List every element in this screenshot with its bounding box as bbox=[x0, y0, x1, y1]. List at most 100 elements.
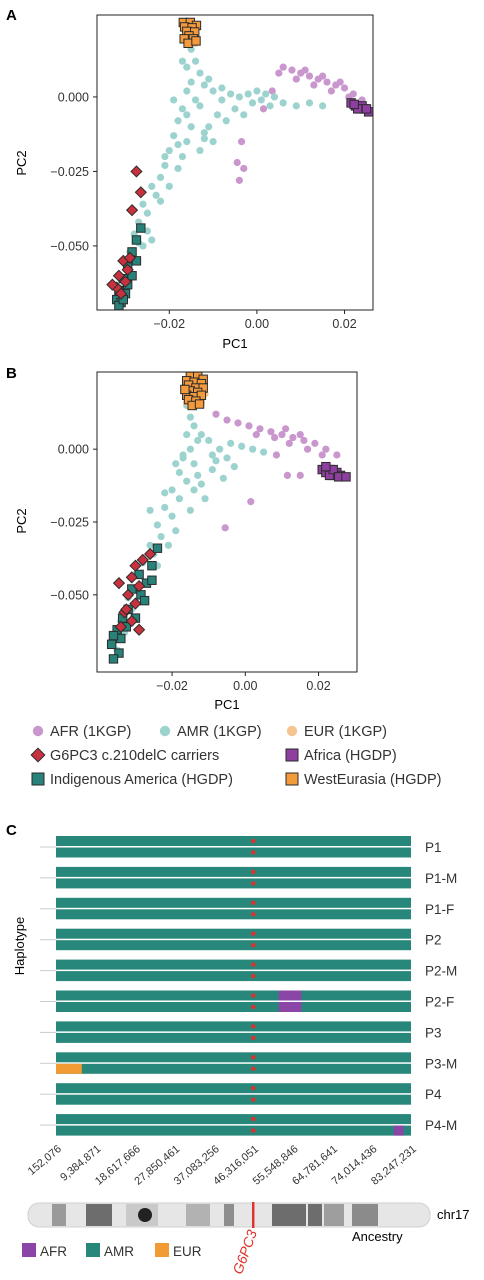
panel-c-label: C bbox=[6, 822, 17, 839]
data-point-amr bbox=[174, 164, 182, 173]
data-point-afr bbox=[212, 410, 220, 418]
data-point-afr bbox=[223, 416, 231, 424]
data-point-amr bbox=[168, 512, 176, 520]
x-axis-label-b: PC1 bbox=[214, 697, 239, 712]
haplotype-label: P3-M bbox=[425, 1056, 457, 1071]
x-tick-label: −0.02 bbox=[153, 317, 185, 331]
haplotype-row: P1 bbox=[40, 836, 442, 858]
chromosome-label: chr17 bbox=[437, 1207, 470, 1222]
variant-dot bbox=[251, 931, 256, 936]
haplotype-row: P2-F bbox=[40, 990, 454, 1012]
ancestry-segment-amr bbox=[56, 1125, 411, 1136]
gene-label: G6PC3 bbox=[229, 1227, 260, 1276]
legend-label: AFR (1KGP) bbox=[50, 724, 131, 740]
chromosome-ideogram bbox=[27, 1202, 431, 1228]
data-point-amr bbox=[292, 102, 300, 110]
ancestry-segment-amr bbox=[56, 928, 411, 939]
data-point-afr bbox=[267, 428, 275, 436]
data-point-amr bbox=[248, 99, 257, 107]
legend-label: Indigenous America (HGDP) bbox=[50, 772, 233, 788]
data-point-amr bbox=[227, 439, 235, 447]
variant-dot bbox=[251, 1024, 256, 1029]
data-point-amr bbox=[183, 431, 191, 439]
chromosome-band bbox=[272, 1204, 306, 1226]
data-point-afr bbox=[322, 445, 330, 453]
haplotype-label: P4 bbox=[425, 1087, 442, 1102]
data-point-indig-hgdp bbox=[147, 560, 157, 571]
data-point-afr bbox=[318, 451, 326, 459]
data-point-amr bbox=[196, 146, 204, 155]
data-point-afr bbox=[235, 176, 243, 184]
data-point-amr bbox=[187, 78, 195, 86]
data-point-west-hgdp bbox=[180, 384, 190, 395]
data-point-amr bbox=[240, 111, 248, 119]
ancestry-segment-amr bbox=[56, 1094, 411, 1105]
data-point-carrier bbox=[134, 186, 147, 199]
x-axis-label-a: PC1 bbox=[222, 336, 247, 351]
legend-label: WestEurasia (HGDP) bbox=[304, 772, 442, 788]
legend-marker-west-hgdp bbox=[285, 772, 299, 786]
y-tick-label: −0.025 bbox=[50, 516, 89, 530]
legend-label: AMR (1KGP) bbox=[177, 724, 262, 740]
variant-dot bbox=[251, 943, 256, 948]
data-point-afr bbox=[256, 425, 264, 433]
chromosome-band bbox=[186, 1204, 210, 1226]
haplotype-row: P1-M bbox=[40, 866, 457, 889]
data-point-afr bbox=[311, 439, 319, 447]
ancestry-segment-amr bbox=[56, 866, 411, 877]
x-tick-label: 0.02 bbox=[306, 679, 330, 693]
data-point-amr bbox=[257, 96, 265, 104]
variant-dot bbox=[251, 881, 256, 886]
haplotype-label: P4-M bbox=[425, 1118, 457, 1133]
data-point-amr bbox=[186, 413, 194, 421]
legend-label: EUR (1KGP) bbox=[304, 724, 387, 740]
data-point-amr bbox=[165, 146, 173, 155]
data-point-amr bbox=[161, 489, 169, 497]
variant-dot bbox=[251, 869, 256, 875]
data-point-afr bbox=[310, 81, 318, 89]
data-point-amr bbox=[222, 117, 230, 125]
variant-dot bbox=[251, 1097, 256, 1102]
ancestry-segment-amr bbox=[56, 897, 411, 908]
chromosome-band bbox=[52, 1204, 66, 1226]
data-point-amr bbox=[249, 445, 257, 453]
data-point-amr bbox=[172, 460, 180, 468]
data-point-amr bbox=[266, 102, 274, 110]
data-point-amr bbox=[194, 471, 202, 479]
chromosome-band bbox=[86, 1204, 112, 1226]
data-point-amr bbox=[196, 69, 204, 77]
data-point-amr bbox=[200, 135, 208, 143]
chromosome-band bbox=[308, 1204, 322, 1226]
ancestry-segment-amr bbox=[56, 990, 411, 1001]
variant-dot bbox=[251, 1055, 256, 1060]
haplotype-label: P3 bbox=[425, 1025, 442, 1040]
data-point-amr bbox=[186, 445, 194, 453]
data-point-amr bbox=[187, 123, 195, 131]
position-tick-label: 152,076 bbox=[26, 1143, 64, 1178]
data-point-indig-hgdp bbox=[108, 654, 119, 664]
data-point-afr bbox=[283, 471, 292, 479]
panel-a-label: A bbox=[6, 7, 17, 24]
data-point-amr bbox=[186, 506, 194, 514]
haplotype-row: P3-M bbox=[40, 1052, 457, 1074]
data-point-carrier bbox=[114, 287, 128, 300]
data-point-afr bbox=[279, 63, 287, 71]
ancestry-segment-amr bbox=[56, 1021, 411, 1032]
data-point-amr bbox=[209, 87, 217, 95]
data-point-amr bbox=[219, 474, 227, 482]
variant-dot bbox=[251, 900, 256, 905]
ancestry-legend: AFR AMR EUR bbox=[22, 1243, 202, 1259]
data-point-amr bbox=[216, 445, 224, 453]
ancestry-segment-amr bbox=[56, 1002, 411, 1012]
ticks-b: −0.02 0.00 0.02 0.000 −0.025 −0.050 bbox=[50, 443, 330, 693]
data-point-afr bbox=[272, 451, 281, 459]
data-point-indig-hgdp bbox=[108, 630, 119, 641]
y-tick-label: −0.050 bbox=[50, 588, 89, 602]
data-point-amr bbox=[170, 96, 178, 104]
variant-dot bbox=[251, 993, 256, 998]
data-point-amr bbox=[205, 436, 213, 445]
data-point-amr bbox=[223, 454, 231, 462]
data-point-amr bbox=[262, 90, 270, 98]
data-point-afr bbox=[301, 66, 309, 74]
data-point-amr bbox=[235, 93, 243, 101]
